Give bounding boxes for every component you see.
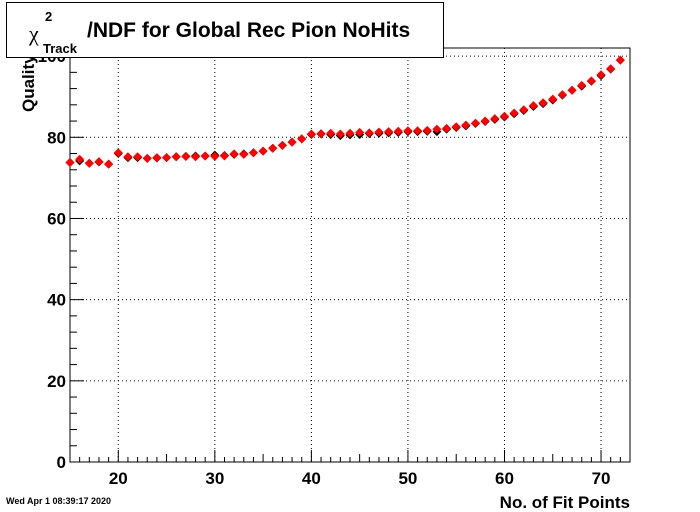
data-point [84, 158, 94, 168]
y-tick-label: 80 [47, 128, 66, 147]
data-point [393, 126, 403, 136]
x-tick-label: 40 [302, 469, 321, 488]
data-point [152, 153, 162, 163]
plot-frame [69, 47, 631, 463]
data-point [364, 128, 374, 138]
data-point [480, 116, 490, 126]
data-point [471, 118, 481, 128]
data-point [171, 152, 181, 162]
grid-lines [70, 48, 630, 463]
data-point [528, 101, 538, 111]
title-subscript: Track [43, 41, 77, 56]
x-tick-label: 70 [592, 469, 611, 488]
data-point [413, 126, 423, 136]
x-axis: 20 30 40 50 60 70 [69, 450, 631, 488]
data-points [65, 55, 625, 169]
data-point [123, 152, 133, 162]
data-point [181, 151, 191, 161]
x-tick-label: 20 [109, 469, 128, 488]
data-point [384, 127, 394, 137]
data-point [499, 111, 509, 121]
y-tick-label: 20 [47, 372, 66, 391]
data-point [355, 127, 365, 137]
data-point [210, 151, 220, 161]
data-point [451, 122, 461, 132]
series-1 [65, 55, 625, 169]
data-point [326, 128, 336, 138]
data-point [461, 120, 471, 130]
y-tick-label: 60 [47, 209, 66, 228]
data-point [142, 153, 152, 163]
x-tick-label: 60 [495, 469, 514, 488]
x-tick-label: 50 [398, 469, 417, 488]
data-point [577, 80, 587, 90]
data-point [490, 114, 500, 124]
data-point [345, 128, 355, 138]
data-point [606, 64, 616, 74]
data-point [133, 152, 143, 162]
data-point [306, 129, 316, 139]
data-point [567, 85, 577, 95]
data-point [442, 123, 452, 133]
timestamp: Wed Apr 1 08:39:17 2020 [6, 496, 112, 506]
data-point [374, 127, 384, 137]
data-point [596, 70, 606, 80]
data-point [422, 125, 432, 135]
data-point [548, 94, 558, 104]
data-point [432, 124, 442, 134]
data-point [316, 129, 326, 139]
title-text: /NDF for Global Rec Pion NoHits [87, 19, 411, 42]
data-point [557, 90, 567, 100]
data-point [258, 146, 268, 156]
data-point [191, 152, 201, 162]
data-point [287, 137, 297, 147]
data-point [229, 149, 239, 159]
y-tick-label: 40 [47, 291, 66, 310]
data-point [586, 76, 596, 86]
y-axis-title: Quality [19, 54, 38, 112]
data-point [75, 154, 85, 164]
data-point [538, 98, 548, 108]
data-point [94, 157, 104, 167]
data-point [248, 148, 258, 158]
data-point [239, 149, 249, 159]
data-point [268, 143, 278, 153]
data-point [519, 105, 529, 115]
chart-title: χ 2 Track /NDF for Global Rec Pion NoHit… [6, 2, 444, 58]
data-point [219, 151, 229, 161]
data-point [403, 126, 413, 136]
data-point [615, 55, 625, 65]
series-2 [65, 55, 625, 169]
x-tick-label: 30 [205, 469, 224, 488]
data-point [297, 134, 307, 144]
y-axis: 020406080100 [38, 47, 84, 472]
chi-symbol: χ [29, 21, 39, 46]
data-point [113, 148, 123, 158]
title-superscript: 2 [45, 9, 53, 24]
y-tick-label: 0 [57, 453, 66, 472]
data-point [104, 159, 114, 169]
data-point [277, 140, 287, 150]
data-point [162, 153, 172, 163]
data-point [65, 157, 75, 167]
data-point [200, 151, 210, 161]
data-point [509, 108, 519, 118]
x-axis-title: No. of Fit Points [500, 493, 630, 512]
data-point [335, 129, 345, 139]
